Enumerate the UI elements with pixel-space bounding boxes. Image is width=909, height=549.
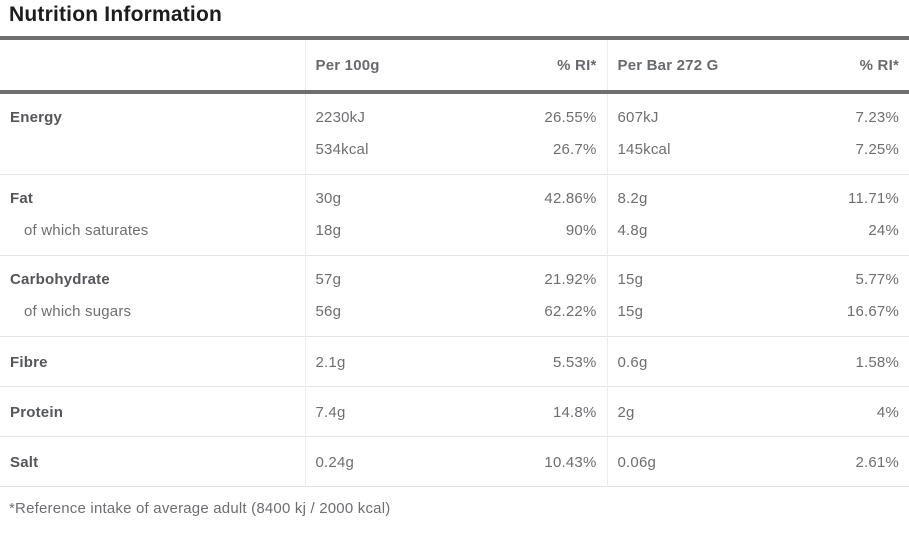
per-bar-value-cell: 0.06g (606, 436, 760, 487)
header-per-bar-ri: % RI* (760, 36, 909, 94)
nutrient-label-cell: of which sugars (24, 303, 132, 320)
per-bar-value-cell: 8.2g (606, 174, 760, 218)
per-bar-ri-cell: 2.61% (760, 436, 909, 487)
table-row: of which saturates 18g 90% 4.8g 24% (0, 218, 909, 256)
nutrient-label-cell: Protein (0, 386, 305, 437)
per-bar-ri-cell: 16.67% (846, 303, 899, 320)
nutrient-label-cell: of which saturates (24, 222, 149, 239)
header-nutrient (0, 36, 305, 94)
per-100g-value-cell: 2230kJ (304, 91, 455, 137)
per-100g-ri-cell: 42.86% (455, 174, 607, 218)
nutrient-label-cell: Salt (0, 436, 305, 487)
per-100g-ri-cell: 14.8% (455, 386, 607, 437)
per-bar-ri-cell: 24% (868, 222, 899, 239)
table-row: Salt 0.24g 10.43% 0.06g 2.61% (0, 436, 909, 487)
per-100g-value-cell: 7.4g (304, 386, 455, 437)
per-100g-value-cell: 56g (304, 299, 455, 337)
per-100g-value-cell: 534kcal (304, 137, 455, 175)
header-per-bar: Per Bar 272 G (606, 36, 760, 94)
per-100g-value-cell: 57g (304, 255, 455, 299)
header-per-100g: Per 100g (304, 36, 455, 94)
per-100g-value-cell: 0.24g (304, 436, 455, 487)
nutrient-label-cell: Carbohydrate (0, 255, 305, 299)
per-bar-value-cell: 145kcal (606, 137, 760, 175)
per-bar-value-cell: 607kJ (606, 91, 760, 137)
per-bar-ri-cell: 7.25% (855, 141, 899, 158)
header-row: Per 100g % RI* Per Bar 272 G % RI* (0, 36, 909, 94)
per-100g-ri-cell: 26.55% (455, 91, 607, 137)
per-bar-ri-cell: 4% (760, 386, 909, 437)
per-bar-ri-cell: 5.77% (760, 255, 909, 299)
per-bar-value-cell: 0.6g (606, 336, 760, 387)
header-per-100g-ri: % RI* (455, 36, 607, 94)
table-row: 534kcal 26.7% 145kcal 7.25% (0, 137, 909, 175)
per-bar-value-cell: 15g (606, 299, 760, 337)
table-row: of which sugars 56g 62.22% 15g 16.67% (0, 299, 909, 337)
per-bar-value-cell: 15g (606, 255, 760, 299)
per-100g-ri-cell: 10.43% (455, 436, 607, 487)
table-row: Carbohydrate 57g 21.92% 15g 5.77% (0, 255, 909, 299)
per-100g-ri-cell: 26.7% (552, 141, 597, 158)
per-bar-value-cell: 2g (606, 386, 760, 437)
nutrient-label-cell: Fat (0, 174, 305, 218)
table-row: Energy 2230kJ 26.55% 607kJ 7.23% (0, 91, 909, 137)
nutrient-label-cell (0, 137, 305, 175)
per-100g-ri-cell: 62.22% (544, 303, 597, 320)
per-100g-ri-cell: 21.92% (455, 255, 607, 299)
table-row: Protein 7.4g 14.8% 2g 4% (0, 386, 909, 437)
nutrient-label-cell: Fibre (0, 336, 305, 387)
nutrition-table-body: Energy 2230kJ 26.55% 607kJ 7.23% 534kcal… (0, 91, 909, 487)
page-title: Nutrition Information (9, 3, 223, 26)
nutrition-table-header: Per 100g % RI* Per Bar 272 G % RI* (0, 36, 909, 94)
per-bar-ri-cell: 11.71% (760, 174, 909, 218)
per-bar-ri-cell: 1.58% (760, 336, 909, 387)
per-bar-ri-cell: 7.23% (760, 91, 909, 137)
nutrient-label-cell: Energy (0, 91, 305, 137)
per-bar-value-cell: 4.8g (606, 218, 760, 256)
per-100g-ri-cell: 5.53% (455, 336, 607, 387)
nutrition-table: Per 100g % RI* Per Bar 272 G % RI* Energ… (0, 36, 909, 487)
per-100g-value-cell: 2.1g (304, 336, 455, 387)
per-100g-value-cell: 30g (304, 174, 455, 218)
reference-intake-footnote: *Reference intake of average adult (8400… (9, 500, 391, 517)
table-row: Fat 30g 42.86% 8.2g 11.71% (0, 174, 909, 218)
table-row: Fibre 2.1g 5.53% 0.6g 1.58% (0, 336, 909, 387)
per-100g-value-cell: 18g (304, 218, 455, 256)
per-100g-ri-cell: 90% (565, 222, 597, 239)
